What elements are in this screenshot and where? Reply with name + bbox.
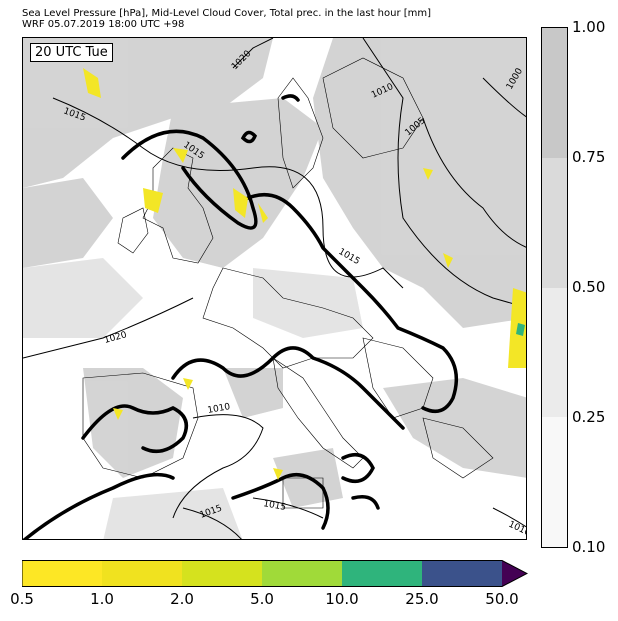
precip-colorbar	[22, 560, 528, 587]
precip-tick: 25.0	[405, 590, 439, 608]
cloud-tick: 0.75	[572, 148, 606, 166]
cloud-tick: 0.50	[572, 278, 606, 296]
isobar-label: 1010	[507, 520, 527, 539]
cloud-tick: 0.25	[572, 408, 606, 426]
precip-tick: 1.0	[90, 590, 114, 608]
heavy-precip	[516, 323, 525, 336]
cloud-band	[542, 417, 567, 547]
precip-band	[262, 560, 342, 587]
precip-band	[342, 560, 422, 587]
run-info: WRF 05.07.2019 18:00 UTC +98	[22, 19, 185, 30]
precip-band	[182, 560, 262, 587]
thick-contours	[23, 94, 459, 539]
precip-band	[422, 560, 502, 587]
precip-band	[22, 560, 102, 587]
valid-time-label: 20 UTC Tue	[30, 43, 113, 62]
cloud-cover-layer	[23, 38, 526, 508]
map-title: Sea Level Pressure [hPa], Mid-Level Clou…	[22, 8, 432, 19]
precip-tick: 5.0	[250, 590, 274, 608]
cloud-band	[542, 157, 567, 288]
isobars	[23, 38, 526, 539]
precip-band	[102, 560, 182, 587]
precip-layer	[83, 68, 526, 480]
isobar-label: 1015	[262, 499, 286, 513]
isobar-label: 1010	[207, 402, 232, 416]
precip-tick: 50.0	[485, 590, 519, 608]
cloud-band	[542, 287, 567, 418]
cloud-cover-colorbar	[541, 27, 568, 548]
weather-map: 1020 1015 1015 1010 1005 1000 1015 1020 …	[22, 37, 527, 540]
map-canvas: 1020 1015 1015 1010 1005 1000 1015 1020 …	[23, 38, 527, 539]
cloud-cover-light	[23, 258, 363, 539]
precip-tick: 10.0	[325, 590, 359, 608]
cloud-tick: 0.10	[572, 538, 606, 556]
cloud-tick: 1.00	[572, 18, 606, 36]
precip-tick: 2.0	[170, 590, 194, 608]
precip-tick: 0.5	[10, 590, 34, 608]
cloud-band	[542, 28, 567, 158]
precip-extend-arrow	[502, 560, 527, 587]
